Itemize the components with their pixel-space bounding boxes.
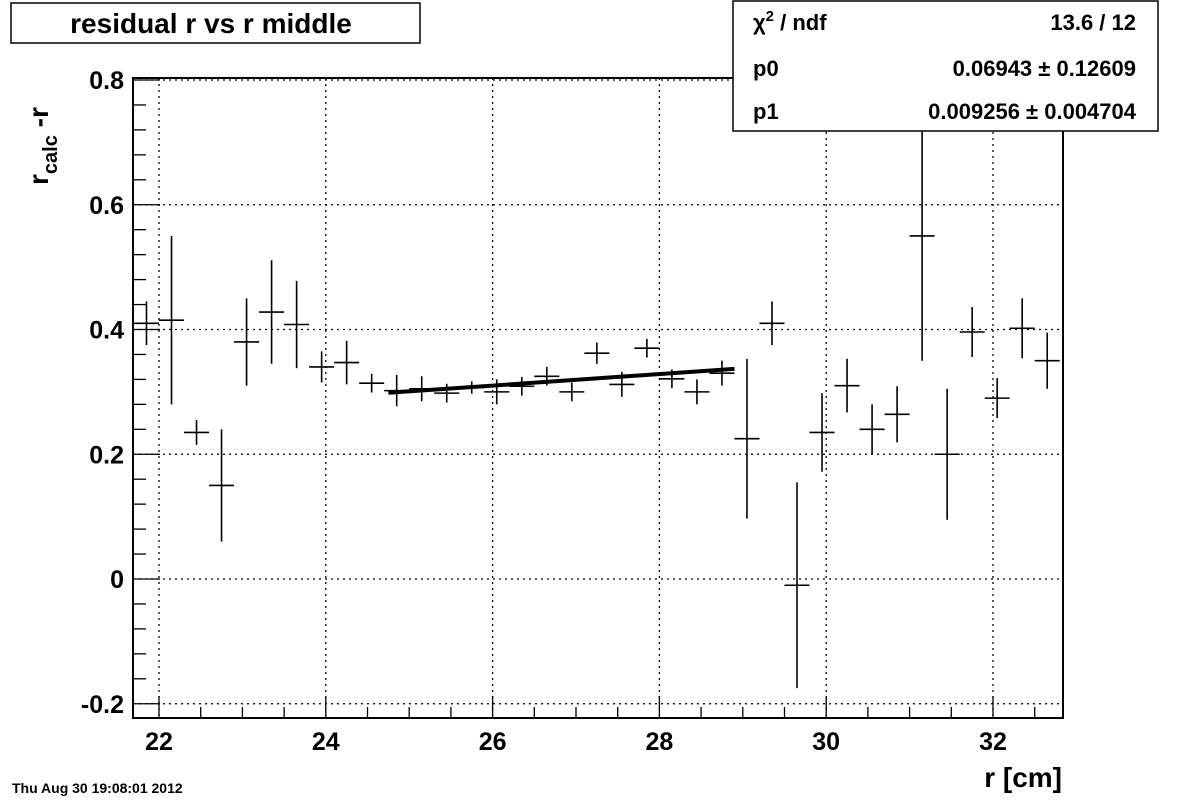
timestamp: Thu Aug 30 19:08:01 2012 (12, 780, 183, 796)
data-point (284, 280, 310, 369)
chi2-symbol: χ (753, 10, 766, 35)
data-point (309, 351, 335, 383)
y-tick-label-0: 0 (110, 566, 124, 594)
x-tick-label-26: 26 (479, 728, 507, 756)
x-tick-label-24: 24 (312, 728, 340, 756)
data-point (734, 358, 760, 519)
data-point (559, 382, 585, 402)
chi2-ndf-text: / ndf (774, 10, 827, 35)
data-point (984, 378, 1010, 419)
y-axis-label-main: r (23, 174, 54, 185)
chi2-value: 13.6 / 12 (1050, 10, 1136, 35)
plot-frame (132, 77, 1064, 719)
axis-tick-labels: 22 24 26 28 30 32 -0.2 0 0.2 0.4 0.6 0.8 (81, 67, 1007, 756)
y-tick-label-0.2: 0.2 (89, 441, 124, 469)
data-point (959, 307, 985, 357)
data-point (834, 358, 860, 413)
data-point (634, 338, 660, 358)
data-point (359, 373, 385, 393)
data-point (859, 404, 885, 455)
stats-box (732, 0, 1159, 132)
data-point (159, 235, 185, 405)
data-point (259, 260, 285, 364)
data-point (1009, 298, 1035, 359)
data-point (784, 482, 810, 689)
data-point (133, 301, 159, 346)
data-point (909, 111, 935, 361)
p1-label: p1 (753, 99, 779, 124)
p1-value: 0.009256 ± 0.004704 (928, 99, 1137, 124)
x-tick-label-28: 28 (645, 728, 673, 756)
y-tick-label-0.6: 0.6 (89, 192, 124, 220)
data-point (884, 386, 910, 443)
x-tick-label-32: 32 (979, 728, 1007, 756)
data-point (209, 429, 235, 542)
data-point (709, 360, 735, 386)
data-point (584, 342, 610, 364)
data-point (1034, 332, 1060, 389)
x-axis-label: r [cm] (984, 762, 1062, 793)
y-axis-label-suffix: -r (23, 107, 54, 135)
data-point (809, 393, 835, 472)
y-axis-label: rcalc -r (23, 107, 62, 185)
data-point (934, 388, 960, 520)
chart-title: residual r vs r middle (70, 8, 352, 39)
x-tick-label-30: 30 (812, 728, 840, 756)
fit-line (388, 366, 735, 395)
y-tick-label-0.8: 0.8 (89, 67, 124, 95)
p0-value: 0.06943 ± 0.12609 (953, 56, 1136, 81)
y-tick-label--0.2: -0.2 (81, 691, 124, 719)
chi2-superscript: 2 (766, 8, 774, 25)
data-point (759, 301, 785, 346)
fit-line-group (388, 366, 735, 395)
x-tick-label-22: 22 (145, 728, 173, 756)
p0-label: p0 (753, 56, 779, 81)
data-point (334, 340, 360, 385)
title-box (10, 2, 421, 44)
data-point (184, 419, 210, 445)
data-points (133, 111, 1060, 689)
chi2-label: χ2 / ndf (753, 8, 827, 35)
data-point (684, 379, 710, 405)
data-point (509, 376, 535, 396)
y-axis-label-subscript: calc (40, 135, 62, 174)
data-point (234, 298, 260, 386)
y-tick-label-0.4: 0.4 (89, 317, 124, 345)
axis-ticks (133, 79, 1036, 718)
